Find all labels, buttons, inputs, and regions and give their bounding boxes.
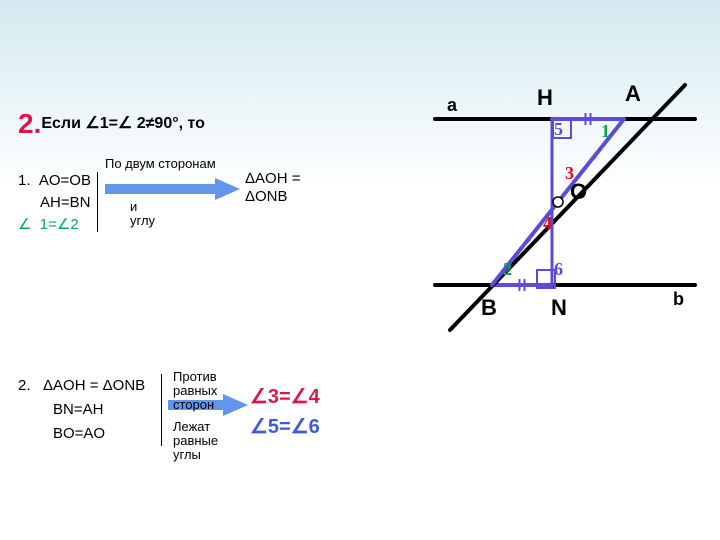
step1-reason-b1: и bbox=[130, 199, 137, 214]
s2b1: Лежат bbox=[173, 419, 210, 434]
problem-title: 2.Если ∠1=∠ 2≠90°, то bbox=[18, 108, 205, 140]
step2-r2: BN=AH bbox=[53, 401, 103, 418]
step1-reason-bottom: и углу bbox=[130, 200, 155, 228]
label-B: B bbox=[481, 295, 497, 321]
angle-3: 3 bbox=[565, 163, 574, 184]
step1-arrow-icon bbox=[105, 178, 240, 200]
step2-conclusion-a: ∠3=∠4 bbox=[250, 384, 320, 409]
step2-reason-top: Против равных сторон bbox=[173, 370, 217, 412]
step1-row3: ∠ 1=∠2 bbox=[18, 214, 348, 236]
step1-conc-l1: ΔAOH = bbox=[245, 170, 300, 187]
step1-conclusion: ΔAOH = ΔONB bbox=[245, 170, 300, 206]
angle-4: 4 bbox=[543, 213, 552, 234]
step1-divider bbox=[97, 172, 98, 232]
step2-r1: ΔAOH = ΔONB bbox=[43, 377, 145, 394]
step1-r3: 1=∠2 bbox=[40, 216, 79, 233]
step1-reason-b2: углу bbox=[130, 213, 155, 228]
step1-r1: AO=OB bbox=[39, 172, 91, 189]
step2-divider bbox=[161, 374, 162, 446]
title-number: 2. bbox=[18, 108, 41, 139]
angle-6: 6 bbox=[554, 259, 563, 280]
angle-prefix: ∠ bbox=[18, 216, 31, 233]
s2t3: сторон bbox=[173, 397, 214, 412]
step2-num: 2. bbox=[18, 377, 31, 394]
step2-conclusion-b: ∠5=∠6 bbox=[250, 414, 320, 439]
angle-1: 1 bbox=[601, 121, 610, 142]
step1-r2: AH=BN bbox=[40, 194, 90, 211]
angle-2: 2 bbox=[503, 259, 512, 280]
label-N: N bbox=[551, 295, 567, 321]
step2-reason-bottom: Лежат равные углы bbox=[173, 420, 218, 462]
s2b2: равные bbox=[173, 433, 218, 448]
step1-reason-top: По двум сторонам bbox=[105, 156, 216, 171]
geometry-diagram: a b H A O B N 1 2 3 4 5 6 bbox=[395, 55, 705, 345]
label-line-b: b bbox=[673, 289, 684, 310]
step1-num: 1. bbox=[18, 172, 31, 189]
angle-5: 5 bbox=[554, 119, 563, 140]
step2-r3: BO=AO bbox=[53, 425, 105, 442]
label-line-a: a bbox=[447, 95, 457, 116]
s2t2: равных bbox=[173, 383, 217, 398]
right-angle-box-6 bbox=[536, 269, 556, 289]
s2b3: углы bbox=[173, 447, 201, 462]
label-A: A bbox=[625, 81, 641, 107]
title-text: Если ∠1=∠ 2≠90°, то bbox=[41, 115, 205, 132]
step1-conc-l2: ΔONB bbox=[245, 188, 288, 205]
s2t1: Против bbox=[173, 369, 217, 384]
label-H: H bbox=[537, 85, 553, 111]
point-O bbox=[553, 197, 563, 207]
